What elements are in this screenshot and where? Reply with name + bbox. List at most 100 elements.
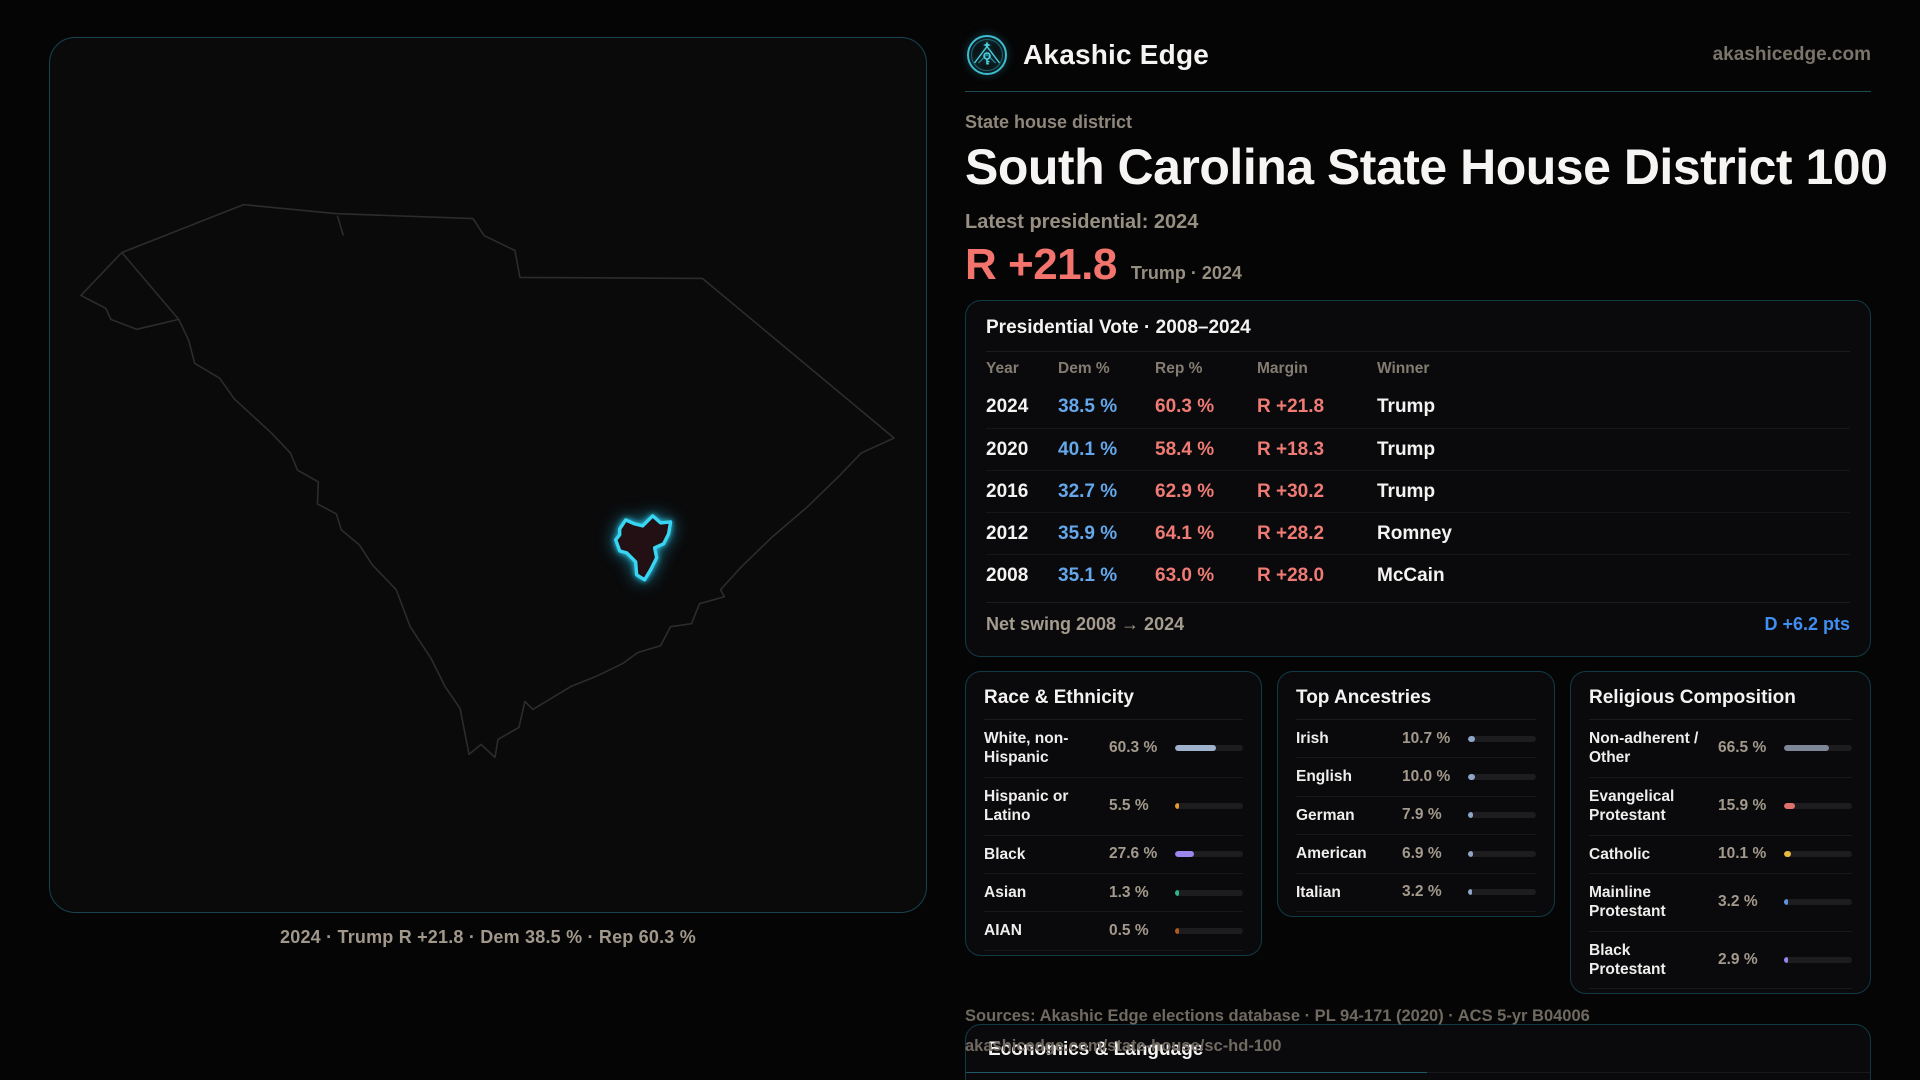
stat-bar-track <box>1468 812 1536 819</box>
district-type-eyebrow: State house district <box>965 112 1133 132</box>
stat-bar-fill <box>1175 745 1216 752</box>
stat-bar-fill <box>1175 927 1179 934</box>
stat-value: 0.5 % <box>1109 921 1149 939</box>
stat-row: Irish 10.7 % <box>1296 720 1536 759</box>
stat-label: Black Protestant <box>1589 941 1666 978</box>
border-notch-line <box>336 215 345 236</box>
cell-rep-pct: 62.9 % <box>1155 480 1215 502</box>
stat-row: English 10.0 % <box>1296 758 1536 797</box>
divider <box>1589 719 1852 720</box>
state-map-panel <box>49 37 927 913</box>
stat-row: AIAN 0.5 % <box>984 912 1243 951</box>
stat-label: Evangelical Protestant <box>1589 787 1675 825</box>
stat-bar-track <box>1784 803 1852 810</box>
net-swing-row: Net swing 2008 → 2024 D +6.2 pts <box>986 602 1850 646</box>
brand-name: Akashic Edge <box>1023 39 1210 70</box>
stat-bar-fill <box>1784 851 1791 858</box>
cell-margin: R +28.0 <box>1257 564 1325 586</box>
stat-label: German <box>1296 806 1355 824</box>
stat-bar-track <box>1468 735 1536 742</box>
stat-label: Hispanic or Latino <box>984 787 1069 825</box>
stat-value: 27.6 % <box>1109 845 1158 863</box>
stat-bar-track <box>1175 745 1243 752</box>
stat-label: Non-adherent / Other <box>1589 730 1699 767</box>
column-header: Winner <box>1377 360 1430 377</box>
headline-margin-context: Trump · 2024 <box>1130 263 1242 283</box>
stat-row: Asian 1.3 % <box>984 874 1243 913</box>
cell-winner: Trump <box>1377 480 1436 502</box>
stat-value: 15.9 % <box>1718 797 1767 815</box>
headline-margin-value: R +21.8 <box>965 240 1117 289</box>
stat-bar-track <box>1175 851 1243 858</box>
stat-bar-fill <box>1468 774 1475 781</box>
demographics-row: Race & Ethnicity White, non-Hispanic 60.3 … <box>965 671 1871 995</box>
cell-year: 2024 <box>986 396 1029 417</box>
race-ethnicity-title: Race & Ethnicity <box>984 687 1134 708</box>
map-caption: 2024 · Trump R +21.8 · Dem 38.5 % · Rep … <box>280 927 696 947</box>
stat-label: Catholic <box>1589 845 1651 863</box>
stat-bar-fill <box>1468 812 1474 819</box>
column-header: Rep % <box>1155 360 1203 377</box>
stat-row: White, non-Hispanic 60.3 % <box>984 720 1243 778</box>
stat-bar-fill <box>1784 803 1795 810</box>
divider <box>1296 719 1536 720</box>
cell-rep-pct: 64.1 % <box>1155 522 1215 544</box>
cell-rep-pct: 63.0 % <box>1155 564 1215 586</box>
cell-dem-pct: 35.1 % <box>1058 564 1118 586</box>
cell-dem-pct: 35.9 % <box>1058 522 1118 544</box>
column-header: Year <box>986 360 1019 377</box>
stat-label: White, non-Hispanic <box>984 730 1069 767</box>
cell-winner: Trump <box>1377 396 1436 417</box>
stat-row: Evangelical Protestant 15.9 % <box>1589 778 1852 836</box>
stat-row: Non-adherent / Other 66.5 % <box>1589 720 1852 778</box>
cell-year: 2020 <box>986 438 1029 460</box>
religious-composition-panel: Religious Composition Non-adherent / Othe… <box>1570 671 1871 995</box>
stat-bar-track <box>1175 803 1243 810</box>
stat-bar-fill <box>1784 957 1788 963</box>
stat-label: Black <box>984 845 1026 863</box>
presidential-vote-card: Presidential Vote · 2008–2024 Year Dem % R… <box>965 300 1871 657</box>
net-swing-label: Net swing 2008 → 2024 <box>986 614 1185 634</box>
economics-card: Economics & Language Median HH income$83… <box>965 1024 1871 1080</box>
stat-bar-fill <box>1784 745 1830 752</box>
stat-value: 10.7 % <box>1402 729 1451 747</box>
economics-divider <box>966 1072 1870 1074</box>
presidential-table-row: 2020 40.1 % 58.4 % R +18.3 Trump <box>986 428 1850 470</box>
net-swing-value: D +6.2 pts <box>1764 614 1850 634</box>
stat-label: American <box>1296 845 1367 863</box>
stat-bar-track <box>1784 899 1852 906</box>
presidential-table-row: 2024 38.5 % 60.3 % R +21.8 Trump <box>986 386 1850 428</box>
presidential-table-row: 2012 35.9 % 64.1 % R +28.2 Romney <box>986 512 1850 554</box>
site-header: Akashic Edge akashicedge.com <box>965 33 1871 92</box>
stat-row: American 6.9 % <box>1296 835 1536 874</box>
stat-bar-fill <box>1175 851 1194 858</box>
stat-bar-track <box>1468 850 1536 857</box>
stat-value: 7.9 % <box>1402 806 1442 824</box>
tristate-border-line <box>121 251 180 320</box>
cell-dem-pct: 40.1 % <box>1058 438 1118 460</box>
cell-year: 2012 <box>986 522 1029 544</box>
cell-winner: McCain <box>1377 564 1445 586</box>
stat-value: 10.1 % <box>1718 845 1767 863</box>
column-header: Margin <box>1257 360 1308 377</box>
cell-dem-pct: 32.7 % <box>1058 480 1118 502</box>
stat-value: 3.2 % <box>1402 883 1442 901</box>
stat-bar-fill <box>1468 850 1473 857</box>
divider <box>986 351 1850 352</box>
stat-bar-track <box>1175 927 1243 934</box>
divider <box>984 719 1243 720</box>
page-title: South Carolina State House District 100 <box>965 139 1888 195</box>
stat-value: 60.3 % <box>1109 739 1158 757</box>
stat-row: Mainline Protestant 3.2 % <box>1589 874 1852 932</box>
stat-label: Mainline Protestant <box>1589 883 1666 921</box>
district-highlight-shape <box>614 514 673 582</box>
cell-winner: Romney <box>1377 522 1452 544</box>
economics-card-title: Economics & Language <box>988 1039 1204 1061</box>
stat-bar-track <box>1784 745 1852 752</box>
cell-year: 2016 <box>986 480 1029 502</box>
column-header: Dem % <box>1058 360 1110 377</box>
cell-margin: R +30.2 <box>1257 480 1325 502</box>
stat-value: 5.5 % <box>1109 797 1149 815</box>
stat-bar-fill <box>1468 735 1476 742</box>
